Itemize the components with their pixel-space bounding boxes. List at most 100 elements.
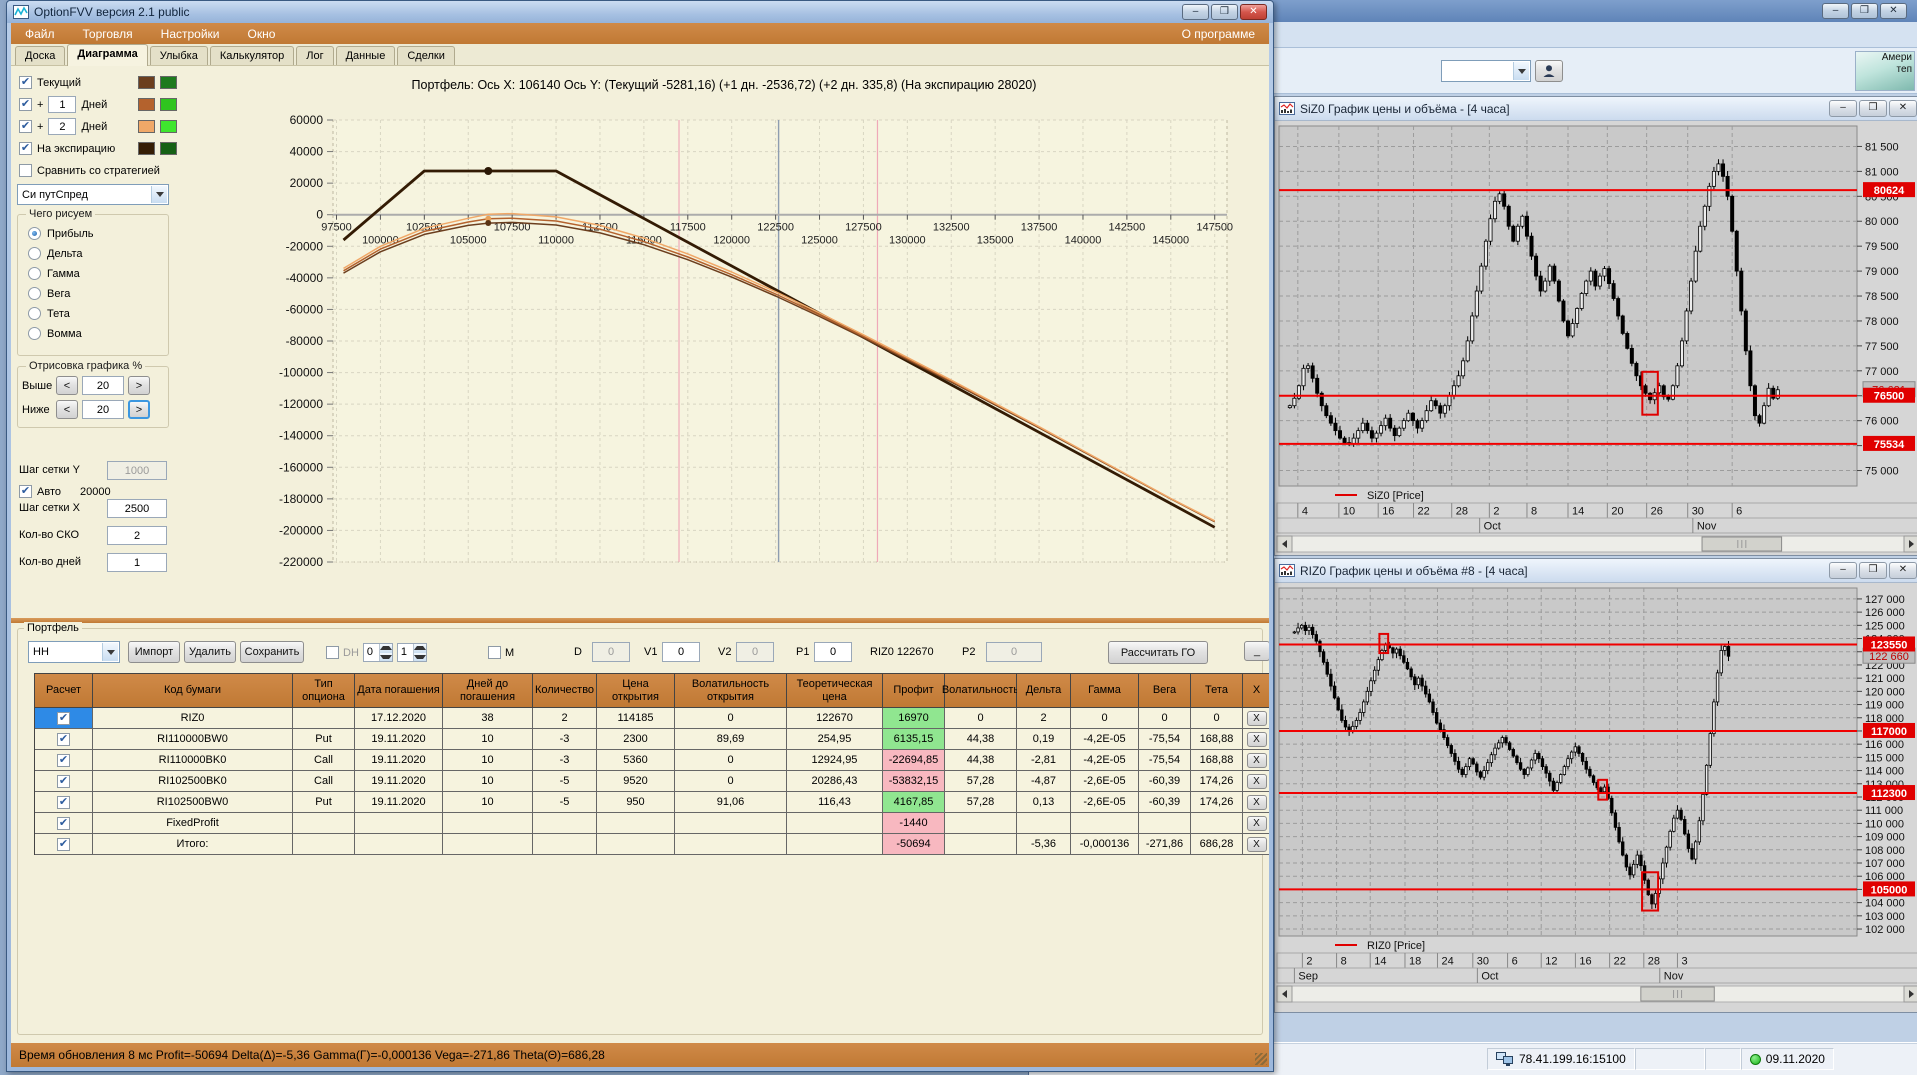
row-checkbox[interactable]: ✔ — [57, 732, 70, 746]
series-days-input[interactable]: 2 — [48, 118, 77, 135]
column-header-10[interactable]: Волатильность — [942, 674, 1019, 708]
chevron-down-icon[interactable] — [151, 186, 167, 203]
series-checkbox-0[interactable]: ✔ — [19, 76, 32, 89]
terminal-maximize-button[interactable]: ❒ — [1851, 3, 1878, 19]
series-checkbox-3[interactable]: ✔ — [19, 142, 32, 155]
import-button[interactable]: Импорт — [128, 641, 180, 663]
chevron-down-icon[interactable] — [102, 643, 118, 661]
save-button[interactable]: Сохранить — [240, 641, 304, 663]
menu-item-2[interactable]: Настройки — [160, 26, 220, 41]
siz0-minimize-button[interactable]: – — [1829, 100, 1857, 117]
compare-checkbox[interactable] — [19, 164, 32, 177]
calc-cell[interactable]: ✔ — [35, 750, 93, 771]
column-header-3[interactable]: Дата погашения — [355, 674, 443, 708]
tab-2[interactable]: Улыбка — [149, 46, 208, 65]
calc-cell[interactable]: ✔ — [35, 729, 93, 750]
radio-1[interactable] — [28, 247, 41, 260]
range-decrease-button[interactable]: < — [56, 376, 78, 395]
series-checkbox-1[interactable]: ✔ — [19, 98, 32, 111]
auto-checkbox[interactable]: ✔ — [19, 485, 32, 498]
riz0-minimize-button[interactable]: – — [1829, 562, 1857, 579]
row-checkbox[interactable]: ✔ — [57, 774, 70, 788]
spin-down[interactable] — [413, 652, 426, 661]
spin-up[interactable] — [379, 644, 392, 653]
tab-0[interactable]: Доска — [15, 46, 66, 65]
calc-cell[interactable]: ✔ — [35, 834, 93, 855]
portfolio-combobox[interactable]: НН — [28, 641, 120, 663]
color-swatch[interactable] — [160, 120, 177, 133]
riz0-close-button[interactable]: ✕ — [1889, 562, 1917, 579]
riz0-maximize-button[interactable]: ❒ — [1859, 562, 1887, 579]
delete-button[interactable]: Удалить — [184, 641, 236, 663]
spin-up[interactable] — [413, 644, 426, 653]
column-header-14[interactable]: Тета — [1191, 674, 1243, 708]
color-swatch[interactable] — [160, 76, 177, 89]
menu-item-0[interactable]: Файл — [25, 26, 55, 41]
column-header-15[interactable]: X — [1243, 674, 1269, 708]
tab-5[interactable]: Данные — [335, 46, 396, 65]
row-checkbox[interactable]: ✔ — [57, 711, 70, 725]
tab-6[interactable]: Сделки — [397, 46, 455, 65]
draw-option-0[interactable]: Прибыль — [28, 227, 94, 240]
optionfvv-titlebar[interactable]: OptionFVV версия 2.1 public – ❒ ✕ — [7, 1, 1273, 23]
draw-option-2[interactable]: Гамма — [28, 267, 80, 280]
siz0-maximize-button[interactable]: ❒ — [1859, 100, 1887, 117]
column-header-5[interactable]: Количество — [533, 674, 597, 708]
siz0-close-button[interactable]: ✕ — [1889, 100, 1917, 117]
tab-1[interactable]: Диаграмма — [67, 44, 148, 66]
column-header-11[interactable]: Дельта — [1017, 674, 1071, 708]
riz0-titlebar[interactable]: RIZ0 График цены и объёма #8 - [4 часа] … — [1275, 559, 1917, 583]
row-checkbox[interactable]: ✔ — [57, 816, 70, 830]
column-header-13[interactable]: Вега — [1139, 674, 1191, 708]
terminal-close-button[interactable]: ✕ — [1880, 3, 1907, 19]
series-checkbox-2[interactable]: ✔ — [19, 120, 32, 133]
row-checkbox[interactable]: ✔ — [57, 753, 70, 767]
column-header-9[interactable]: Профит — [883, 674, 945, 708]
spin-down[interactable] — [379, 652, 392, 661]
terminal-minimize-button[interactable]: – — [1822, 3, 1849, 19]
sko-input[interactable]: 2 — [107, 526, 167, 545]
draw-option-4[interactable]: Тета — [28, 307, 70, 320]
days-input[interactable]: 1 — [107, 553, 167, 572]
range-decrease-button[interactable]: < — [56, 400, 78, 419]
resize-grip[interactable] — [1255, 1053, 1267, 1065]
maximize-button[interactable]: ❒ — [1211, 4, 1238, 20]
column-header-8[interactable]: Теоретическая цена — [787, 674, 883, 708]
menu-about[interactable]: О программе — [1181, 26, 1255, 41]
dh-spin1[interactable]: 0 — [362, 643, 393, 662]
draw-option-1[interactable]: Дельта — [28, 247, 83, 260]
dh-checkbox[interactable] — [326, 646, 339, 659]
dh-spin2[interactable]: 1 — [396, 643, 427, 662]
radio-0[interactable] — [28, 227, 41, 240]
column-header-7[interactable]: Волатильность открытия — [675, 674, 787, 708]
column-header-0[interactable]: Расчет — [35, 674, 93, 708]
delete-row-button[interactable]: X — [1246, 752, 1267, 768]
row-checkbox[interactable]: ✔ — [57, 837, 70, 851]
collapse-button[interactable]: _ — [1244, 641, 1269, 661]
color-swatch[interactable] — [138, 76, 155, 89]
table-row[interactable]: ✔ RI110000BW0 Put 19.11.2020 10 -3 2300 89,69 25… — [35, 729, 1269, 750]
column-header-1[interactable]: Код бумаги — [93, 674, 293, 708]
siz0-titlebar[interactable]: SiZ0 График цены и объёма - [4 часа] – ❒… — [1275, 97, 1917, 121]
range-value[interactable]: 20 — [82, 400, 124, 419]
column-header-2[interactable]: Тип опциона — [293, 674, 355, 708]
delete-row-button[interactable]: X — [1246, 773, 1267, 789]
color-swatch[interactable] — [138, 120, 155, 133]
p1-input[interactable]: 0 — [814, 642, 852, 662]
column-header-12[interactable]: Гамма — [1071, 674, 1139, 708]
m-checkbox[interactable] — [488, 646, 501, 659]
user-button[interactable] — [1535, 60, 1563, 82]
delete-row-button[interactable]: X — [1246, 731, 1267, 747]
delete-row-button[interactable]: X — [1246, 710, 1267, 726]
table-row[interactable]: ✔ RI102500BW0 Put 19.11.2020 10 -5 950 91,06 116… — [35, 792, 1269, 813]
delete-row-button[interactable]: X — [1246, 836, 1267, 852]
table-row[interactable]: ✔ RI110000BK0 Call 19.11.2020 10 -3 5360 0 12924… — [35, 750, 1269, 771]
radio-2[interactable] — [28, 267, 41, 280]
radio-3[interactable] — [28, 287, 41, 300]
minimize-button[interactable]: – — [1182, 4, 1209, 20]
table-row[interactable]: ✔ RIZ0 17.12.2020 38 2 114185 0 122670 16970 0 2 0 0… — [35, 708, 1269, 729]
calc-cell[interactable]: ✔ — [35, 792, 93, 813]
grid-step-x-input[interactable]: 2500 — [107, 499, 167, 518]
menu-item-3[interactable]: Окно — [247, 26, 276, 41]
color-swatch[interactable] — [160, 98, 177, 111]
